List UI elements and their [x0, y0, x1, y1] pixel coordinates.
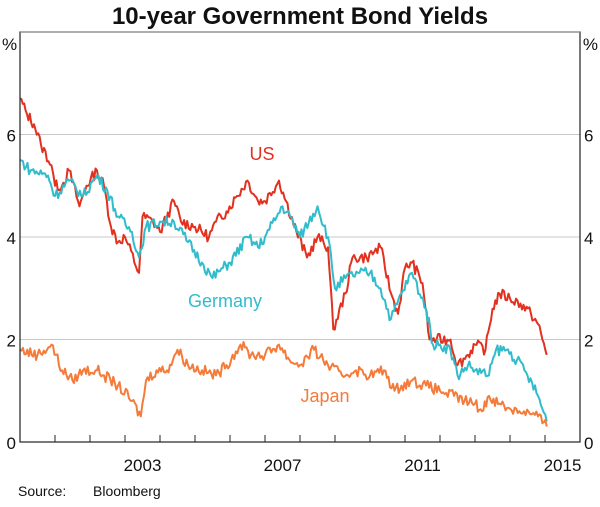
chart-title: 10-year Government Bond Yields	[112, 3, 488, 30]
source-label: Source:	[18, 483, 66, 499]
y-tick-label-left: 2	[7, 332, 16, 351]
y-axis-unit-left: %	[2, 35, 17, 54]
y-axis-unit-right: %	[583, 35, 598, 54]
y-tick-label-left: 6	[7, 127, 16, 146]
y-tick-label-right: 0	[584, 434, 593, 453]
series-label-germany: Germany	[188, 291, 262, 311]
y-tick-label-left: 4	[7, 229, 16, 248]
y-tick-label-right: 6	[584, 127, 593, 146]
series-label-japan: Japan	[300, 386, 349, 406]
x-tick-label: 2003	[124, 456, 162, 475]
y-tick-label-right: 4	[584, 229, 593, 248]
source-name: Bloomberg	[93, 483, 161, 499]
x-tick-label: 2015	[544, 456, 582, 475]
series-line-germany	[19, 159, 548, 422]
y-tick-label-right: 2	[584, 332, 593, 351]
series-line-us	[19, 97, 548, 368]
x-tick-label: 2011	[404, 456, 441, 475]
x-tick-label: 2007	[264, 456, 302, 475]
series-line-japan	[19, 341, 548, 427]
y-tick-label-left: 0	[7, 434, 16, 453]
series-label-us: US	[249, 144, 274, 164]
